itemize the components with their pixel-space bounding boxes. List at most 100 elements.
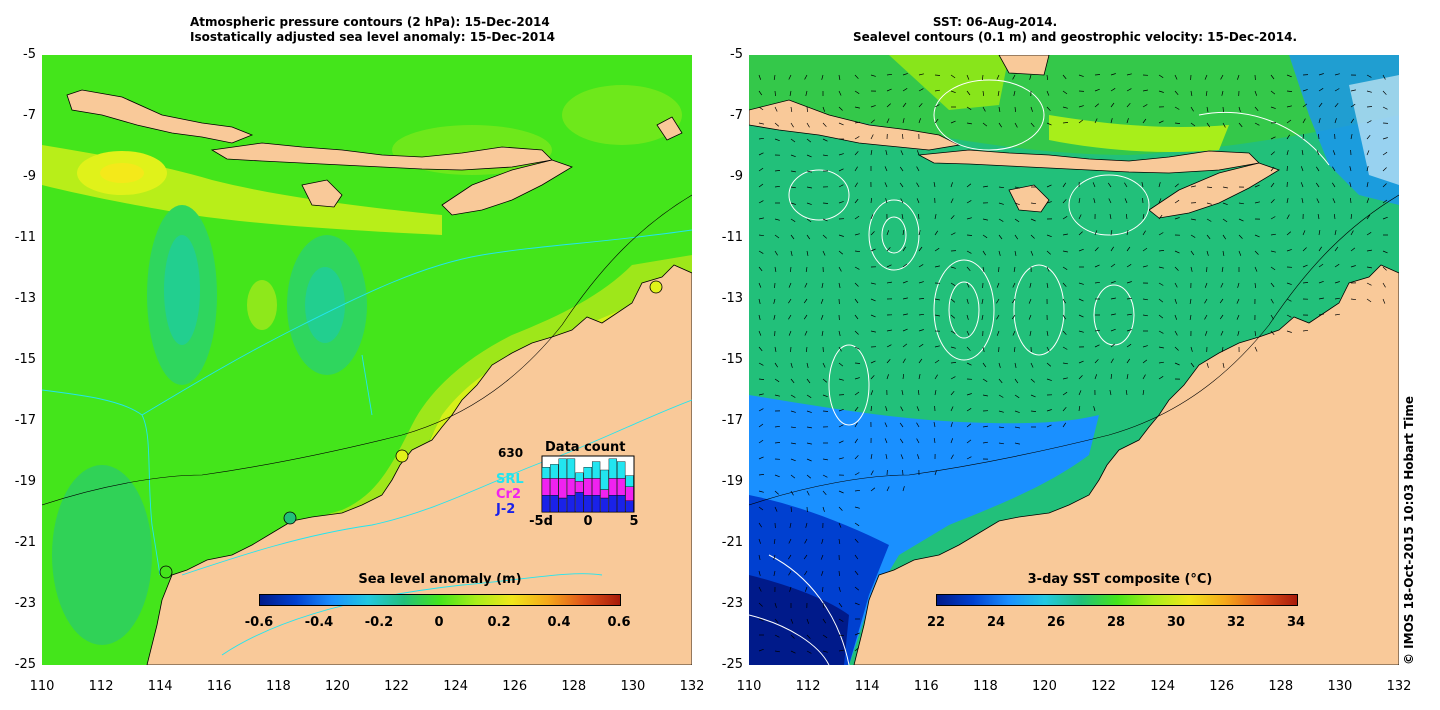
sea-level-anomaly-map[interactable] <box>42 55 692 665</box>
data-count-bar-cr2 <box>617 478 626 496</box>
x-tick-label: 122 <box>384 679 409 694</box>
tide-gauge-marker-2[interactable] <box>395 449 409 463</box>
island-java-bali <box>66 89 254 144</box>
anomaly-patch-topright <box>562 85 682 145</box>
colorbar-tick-label: 0.2 <box>487 615 511 630</box>
y-tick-label: -19 <box>721 474 743 489</box>
satellite-label-j2: J-2 <box>496 502 516 517</box>
data-count-xtick: 0 <box>583 514 593 529</box>
data-count-bar-srl <box>575 472 584 482</box>
data-count-bar-srl <box>625 475 634 488</box>
y-tick-label: -15 <box>721 352 743 367</box>
y-tick-label: -5 <box>23 47 36 62</box>
data-count-bar-cr2 <box>558 478 567 499</box>
data-count-bar-j2 <box>558 497 567 513</box>
left-title-line1: Atmospheric pressure contours (2 hPa): 1… <box>190 15 550 29</box>
sst-australia-landmass <box>853 264 1399 665</box>
x-tick-label: 120 <box>325 679 350 694</box>
data-count-bar-j2 <box>608 495 617 513</box>
colorbar-tick-label: 32 <box>1226 615 1246 630</box>
sst-warm-band <box>749 55 1399 155</box>
data-count-bar-srl <box>566 458 576 479</box>
x-tick-label: 128 <box>1268 679 1294 694</box>
y-tick-label: -25 <box>721 657 743 672</box>
y-tick-label: -11 <box>721 230 743 245</box>
colorbar-tick-label: -0.6 <box>244 615 274 630</box>
bathymetry-contour-3 <box>361 354 373 416</box>
right-title-line1: SST: 06-Aug-2014. <box>932 15 1058 29</box>
data-count-bar-srl <box>591 461 601 479</box>
data-count-bar-srl <box>600 469 609 490</box>
colorbar-tick-label: -0.4 <box>304 615 334 630</box>
tide-gauge-marker-1[interactable] <box>649 280 663 294</box>
data-count-bar-cr2 <box>608 478 617 496</box>
data-count-chart <box>541 455 635 513</box>
data-count-bar-j2 <box>575 492 584 513</box>
y-tick-label: -19 <box>14 474 36 489</box>
data-count-bar-cr2 <box>591 478 601 496</box>
y-tick-label: -11 <box>14 230 36 245</box>
satellite-label-srl: SRL <box>496 472 524 487</box>
y-tick-label: -25 <box>14 657 36 672</box>
data-count-bar-srl <box>550 464 559 479</box>
colorbar-tick-label: 26 <box>1046 615 1066 630</box>
x-tick-label: 110 <box>29 679 55 694</box>
anomaly-high-mid <box>247 280 277 330</box>
right-colorbar-title: 3-day SST composite (°C) <box>1027 572 1213 587</box>
data-count-bar-srl <box>608 458 617 479</box>
data-count-bar-srl <box>617 461 626 479</box>
y-tick-label: -17 <box>14 413 36 428</box>
data-count-bar-cr2 <box>583 478 592 496</box>
x-tick-label: 116 <box>206 679 232 694</box>
tide-gauge-marker-3[interactable] <box>283 511 297 525</box>
data-count-bar-cr2 <box>541 478 551 496</box>
y-tick-label: -7 <box>23 108 36 123</box>
x-tick-label: 112 <box>88 679 114 694</box>
imos-credit: © IMOS 18-Oct-2015 10:03 Hobart Time <box>1402 395 1416 665</box>
x-tick-label: 120 <box>1032 679 1057 694</box>
colorbar-tick-label: 22 <box>926 615 946 630</box>
data-count-bar-srl <box>558 458 567 479</box>
left-colorbar <box>259 594 621 606</box>
sst-depth-contour <box>749 194 1399 506</box>
data-count-bar-j2 <box>566 495 576 513</box>
x-tick-label: 130 <box>1327 679 1353 694</box>
data-count-title: Data count <box>545 440 626 455</box>
left-title-line2: Isostatically adjusted sea level anomaly… <box>190 30 555 44</box>
y-tick-label: -13 <box>721 291 743 306</box>
bathymetry-contour-2 <box>141 229 692 416</box>
data-count-bar-j2 <box>600 497 609 513</box>
bathymetry-contour-land-1 <box>181 399 692 576</box>
anomaly-peak-north <box>100 163 144 183</box>
tide-gauge-marker-4[interactable] <box>159 565 173 579</box>
sst-warm-patch-2 <box>1049 115 1229 152</box>
colorbar-tick-label: 0 <box>434 615 444 630</box>
geostrophic-velocity-arrows <box>758 73 1389 654</box>
x-tick-label: 114 <box>147 679 173 694</box>
x-tick-label: 124 <box>1150 679 1176 694</box>
y-tick-label: -9 <box>23 169 36 184</box>
sst-island-java-bali <box>749 99 961 151</box>
x-tick-label: 126 <box>502 679 528 694</box>
colorbar-tick-label: 0.6 <box>607 615 631 630</box>
anomaly-low-west-core <box>164 235 200 345</box>
data-count-bar-cr2 <box>575 481 584 493</box>
x-tick-label: 110 <box>736 679 762 694</box>
data-count-xtick: -5d <box>529 514 553 529</box>
data-count-bar-srl <box>583 466 592 479</box>
x-tick-label: 118 <box>265 679 291 694</box>
colorbar-tick-label: 24 <box>986 615 1006 630</box>
colorbar-tick-label: 30 <box>1166 615 1186 630</box>
anomaly-low-mid-core <box>305 267 345 343</box>
x-tick-label: 114 <box>854 679 880 694</box>
sst-map[interactable] <box>749 55 1399 665</box>
data-count-xtick: 5 <box>629 514 639 529</box>
x-tick-label: 130 <box>620 679 646 694</box>
bathymetry-contour-1 <box>42 389 161 576</box>
sst-cloud-mask <box>1349 75 1399 185</box>
sst-coldest-southwest <box>749 575 849 665</box>
x-tick-label: 124 <box>443 679 469 694</box>
satellite-label-cr2: Cr2 <box>496 487 521 502</box>
y-tick-label: -7 <box>730 108 743 123</box>
data-count-bar-j2 <box>617 495 626 513</box>
